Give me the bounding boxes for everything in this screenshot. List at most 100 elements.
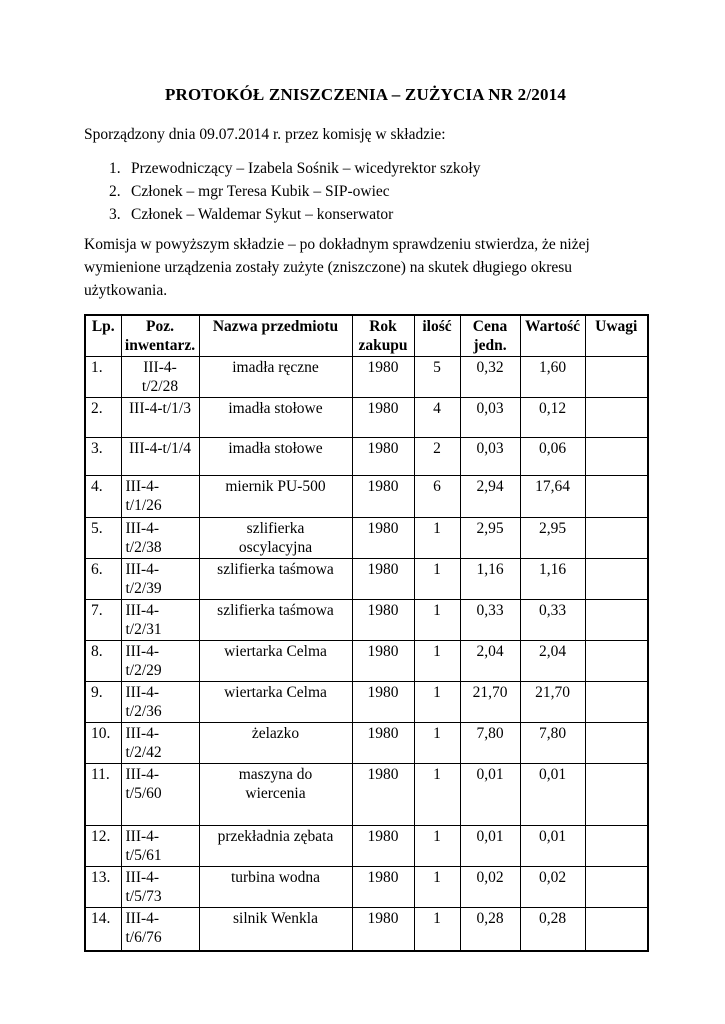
- cell-rok: 1980: [351, 640, 415, 682]
- cell-nazwa: wiertarka Celma: [198, 681, 353, 723]
- column-header-wartosc: Wartość: [519, 314, 586, 357]
- cell-ilosc: 1: [413, 763, 461, 826]
- cell-poz: III-4- t/5/60: [120, 763, 200, 826]
- cell-uwagi: [584, 558, 649, 600]
- cell-rok: 1980: [351, 397, 415, 438]
- cell-cena: 21,70: [459, 681, 521, 723]
- cell-ilosc: 1: [413, 722, 461, 764]
- cell-uwagi: [584, 356, 649, 398]
- cell-cena: 7,80: [459, 722, 521, 764]
- cell-poz: III-4- t/2/36: [120, 681, 200, 723]
- cell-nazwa: imadła stołowe: [198, 397, 353, 438]
- cell-cena: 2,94: [459, 475, 521, 518]
- committee-item: 3. Członek – Waldemar Sykut – konserwato…: [109, 203, 647, 226]
- cell-wartosc: 0,01: [519, 763, 586, 826]
- cell-cena: 0,32: [459, 356, 521, 398]
- inventory-table: Lp. Poz. inwentarz. Nazwa przedmiotu Rok…: [84, 314, 649, 952]
- cell-uwagi: [584, 722, 649, 764]
- cell-ilosc: 1: [413, 640, 461, 682]
- cell-ilosc: 5: [413, 356, 461, 398]
- column-header-lp: Lp.: [84, 314, 122, 357]
- cell-wartosc: 21,70: [519, 681, 586, 723]
- cell-rok: 1980: [351, 475, 415, 518]
- cell-poz: III-4-t/1/3: [120, 397, 200, 438]
- table-row: 8. III-4- t/2/29 wiertarka Celma 1980 1 2,04 2…: [84, 640, 649, 682]
- cell-lp: 6.: [84, 558, 122, 600]
- committee-item-number: 3.: [109, 206, 121, 223]
- cell-rok: 1980: [351, 517, 415, 559]
- cell-wartosc: 0,33: [519, 599, 586, 641]
- committee-item-text: Członek – mgr Teresa Kubik – SIP-owiec: [131, 183, 390, 200]
- table-row: 14. III-4- t/6/76 silnik Wenkla 1980 1 0,28 0,…: [84, 907, 649, 951]
- table-row: 6. III-4- t/2/39 szlifierka taśmowa 1980 1 1,…: [84, 558, 649, 600]
- cell-nazwa: szlifierka taśmowa: [198, 599, 353, 641]
- cell-ilosc: 1: [413, 558, 461, 600]
- cell-wartosc: 1,16: [519, 558, 586, 600]
- cell-wartosc: 0,28: [519, 907, 586, 951]
- cell-rok: 1980: [351, 907, 415, 951]
- document-content: PROTOKÓŁ ZNISZCZENIA – ZUŻYCIA NR 2/2014…: [84, 85, 649, 952]
- column-header-rok: Rok zakupu: [351, 314, 415, 357]
- cell-ilosc: 2: [413, 437, 461, 476]
- committee-item-text: Członek – Waldemar Sykut – konserwator: [131, 206, 394, 223]
- cell-cena: 1,16: [459, 558, 521, 600]
- cell-lp: 3.: [84, 437, 122, 476]
- cell-cena: 0,02: [459, 866, 521, 908]
- header-row: Lp. Poz. inwentarz. Nazwa przedmiotu Rok…: [84, 314, 649, 357]
- table-row: 9. III-4- t/2/36 wiertarka Celma 1980 1 21,70…: [84, 681, 649, 723]
- cell-nazwa: maszyna do wiercenia: [198, 763, 353, 826]
- cell-poz: III-4- t/2/31: [120, 599, 200, 641]
- cell-cena: 2,04: [459, 640, 521, 682]
- cell-wartosc: 0,06: [519, 437, 586, 476]
- cell-poz: III-4- t/2/42: [120, 722, 200, 764]
- cell-cena: 0,03: [459, 437, 521, 476]
- cell-nazwa: szlifierka taśmowa: [198, 558, 353, 600]
- cell-poz: III-4- t/2/29: [120, 640, 200, 682]
- cell-ilosc: 1: [413, 825, 461, 867]
- cell-rok: 1980: [351, 558, 415, 600]
- cell-lp: 13.: [84, 866, 122, 908]
- cell-nazwa: miernik PU-500: [198, 475, 353, 518]
- cell-wartosc: 0,02: [519, 866, 586, 908]
- cell-nazwa: imadła stołowe: [198, 437, 353, 476]
- cell-wartosc: 2,95: [519, 517, 586, 559]
- table-body: 1. III-4- t/2/28 imadła ręczne 1980 5 0,32 1,6…: [84, 356, 649, 951]
- cell-lp: 10.: [84, 722, 122, 764]
- cell-lp: 11.: [84, 763, 122, 826]
- cell-rok: 1980: [351, 722, 415, 764]
- cell-lp: 2.: [84, 397, 122, 438]
- table-row: 1. III-4- t/2/28 imadła ręczne 1980 5 0,32 1,6…: [84, 356, 649, 398]
- cell-poz: III-4- t/6/76: [120, 907, 200, 951]
- intro-line: Sporządzony dnia 09.07.2014 r. przez kom…: [84, 126, 446, 143]
- table-row: 2. III-4-t/1/3 imadła stołowe 1980 4 0,03 0,12: [84, 397, 649, 438]
- cell-poz: III-4- t/5/73: [120, 866, 200, 908]
- table-row: 12. III-4- t/5/61 przekładnia zębata 1980 1 0…: [84, 825, 649, 867]
- cell-ilosc: 1: [413, 907, 461, 951]
- cell-rok: 1980: [351, 866, 415, 908]
- cell-ilosc: 1: [413, 599, 461, 641]
- cell-nazwa: turbina wodna: [198, 866, 353, 908]
- committee-item-number: 1.: [109, 160, 121, 177]
- cell-ilosc: 1: [413, 517, 461, 559]
- cell-wartosc: 0,01: [519, 825, 586, 867]
- cell-uwagi: [584, 681, 649, 723]
- table-row: 3. III-4-t/1/4 imadła stołowe 1980 2 0,03 0,06: [84, 437, 649, 476]
- cell-uwagi: [584, 517, 649, 559]
- cell-uwagi: [584, 866, 649, 908]
- cell-rok: 1980: [351, 825, 415, 867]
- cell-poz: III-4- t/2/39: [120, 558, 200, 600]
- cell-uwagi: [584, 825, 649, 867]
- cell-ilosc: 4: [413, 397, 461, 438]
- cell-uwagi: [584, 475, 649, 518]
- cell-lp: 12.: [84, 825, 122, 867]
- cell-rok: 1980: [351, 356, 415, 398]
- cell-rok: 1980: [351, 599, 415, 641]
- table-header: Lp. Poz. inwentarz. Nazwa przedmiotu Rok…: [84, 314, 649, 357]
- cell-rok: 1980: [351, 763, 415, 826]
- table-row: 10. III-4- t/2/42 żelazko 1980 1 7,80 7,80: [84, 722, 649, 764]
- table-row: 5. III-4- t/2/38 szlifierka oscylacyjna 198…: [84, 517, 649, 559]
- cell-rok: 1980: [351, 681, 415, 723]
- cell-wartosc: 7,80: [519, 722, 586, 764]
- committee-item: 1. Przewodniczący – Izabela Sośnik – wic…: [109, 157, 647, 180]
- cell-poz: III-4- t/5/61: [120, 825, 200, 867]
